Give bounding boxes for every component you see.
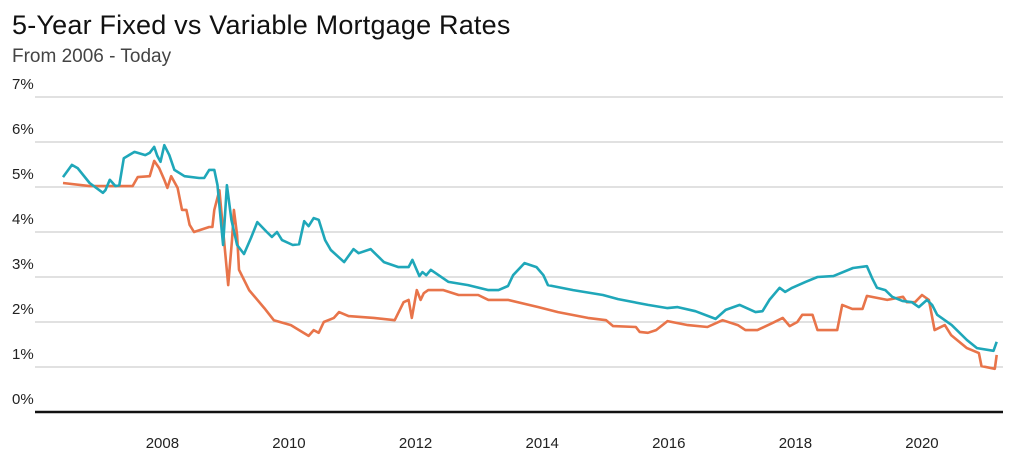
- x-tick-label: 2008: [146, 435, 179, 452]
- y-tick-label: 4%: [12, 211, 34, 228]
- series-line-variable: [62, 159, 998, 371]
- x-tick-label: 2018: [779, 435, 812, 452]
- x-tick-label: 2020: [905, 435, 938, 452]
- x-tick-label: 2010: [272, 435, 305, 452]
- y-tick-label: 7%: [12, 76, 34, 93]
- x-axis-ticks: 2008 2010 2012 2014 2016 2018 2020: [146, 435, 939, 452]
- y-tick-label: 3%: [12, 256, 34, 273]
- series-lines: [61, 143, 998, 371]
- y-tick-label: 2%: [12, 301, 34, 318]
- y-tick-label: 0%: [12, 391, 34, 408]
- x-tick-label: 2016: [652, 435, 685, 452]
- y-tick-label: 6%: [12, 121, 34, 138]
- chart-subtitle: From 2006 - Today: [12, 46, 172, 67]
- series-line-5-year-fixed: [61, 143, 998, 353]
- x-tick-label: 2012: [399, 435, 432, 452]
- y-tick-label: 5%: [12, 166, 34, 183]
- x-tick-label: 2014: [525, 435, 558, 452]
- chart-title: 5-Year Fixed vs Variable Mortgage Rates: [12, 10, 511, 40]
- y-axis-ticks: 0% 1% 2% 3% 4% 5% 6% 7%: [12, 76, 34, 408]
- y-tick-label: 1%: [12, 346, 34, 363]
- gridlines: [35, 96, 1003, 368]
